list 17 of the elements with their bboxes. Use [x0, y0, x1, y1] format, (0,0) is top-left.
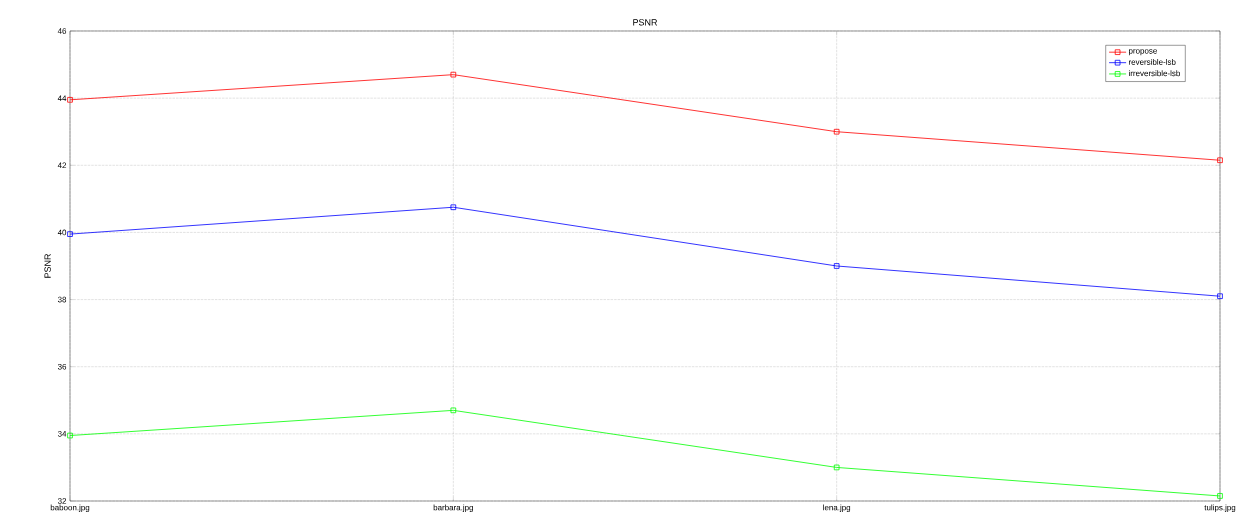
y-axis-title: PSNR [44, 253, 51, 278]
point [67, 231, 73, 237]
point [67, 97, 73, 103]
point [450, 407, 457, 414]
chart-title: PSNR [633, 19, 658, 26]
point [67, 432, 73, 439]
point [450, 204, 457, 211]
line-series [67, 407, 1223, 499]
line-series [67, 204, 1223, 299]
point [1217, 293, 1223, 299]
point [1217, 157, 1223, 164]
point [1217, 493, 1223, 499]
line-series [67, 71, 1223, 164]
point [450, 71, 457, 78]
point [833, 128, 840, 135]
point [833, 464, 840, 471]
point [833, 263, 840, 269]
